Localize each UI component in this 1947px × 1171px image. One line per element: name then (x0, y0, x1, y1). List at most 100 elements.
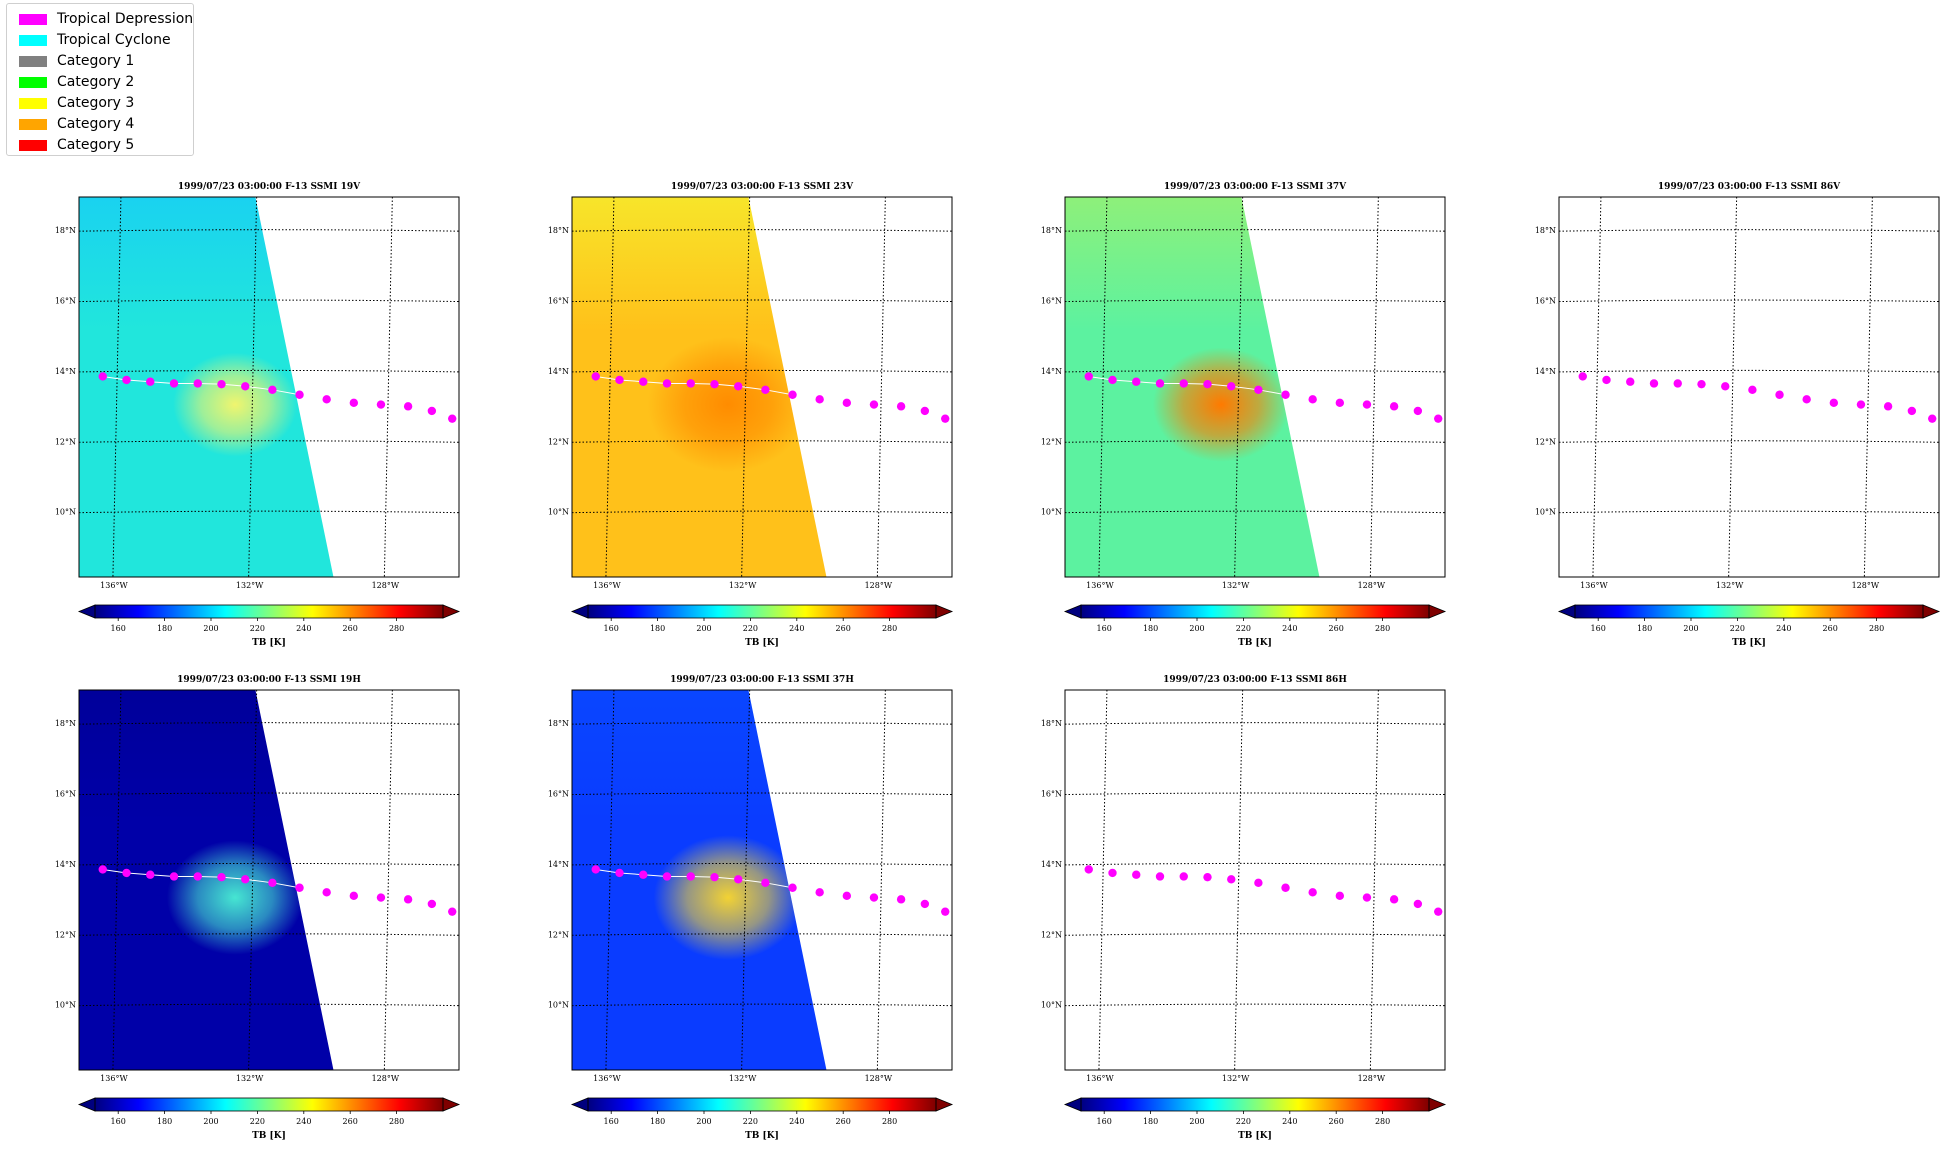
colorbar-max-arrow (1922, 604, 1941, 619)
track-point (295, 390, 304, 399)
longitude-tick-label: 132°W (729, 1074, 757, 1083)
legend-swatch (19, 14, 47, 25)
latitude-line (572, 510, 952, 514)
colorbar-min-arrow (77, 604, 96, 619)
track-point (427, 899, 437, 909)
longitude-tick-label: 128°W (865, 1074, 893, 1083)
latitude-tick-label: 18°N (1041, 226, 1062, 235)
track-point (146, 870, 155, 879)
track-point (920, 406, 930, 416)
colorbar-min-arrow (77, 1097, 96, 1112)
track-point (1649, 379, 1659, 388)
storm-category-legend: Tropical Depression Tropical Cyclone Categ… (6, 3, 194, 156)
latitude-line (572, 722, 952, 725)
track-point (122, 375, 131, 385)
track-point (169, 872, 179, 881)
track-point (941, 414, 950, 423)
longitude-tick-label: 128°W (372, 581, 400, 590)
track-point (193, 379, 202, 388)
colorbar-max-arrow (442, 604, 461, 619)
latitude-tick-label: 14°N (548, 367, 569, 376)
latitude-line (1559, 510, 1939, 514)
colorbar-tick-label: 240 (1282, 1117, 1297, 1126)
track-point (761, 385, 770, 395)
brightness-temperature-field (79, 690, 334, 1070)
colorbar-tick-label: 220 (1236, 1117, 1251, 1126)
track-point (98, 865, 107, 874)
colorbar-label: TB [K] (1238, 638, 1272, 648)
latitude-tick-label: 10°N (548, 508, 569, 517)
colorbar-tick-label: 160 (1097, 624, 1112, 633)
colorbar-tick-label: 180 (650, 1117, 665, 1126)
cyclone-core (1152, 347, 1290, 462)
colorbar-tick-label: 240 (296, 1117, 311, 1126)
map-frame (1558, 196, 1940, 578)
latitude-tick-label: 16°N (55, 297, 76, 306)
legend-item: Category 4 (13, 115, 193, 135)
track-point (1179, 379, 1188, 388)
track-point (268, 385, 277, 395)
track-point (1775, 390, 1784, 399)
track-point (169, 379, 179, 388)
colorbar-tick-label: 220 (1730, 624, 1745, 633)
panel-title: 1999/07/23 03:00:00 F-13 SSMI 86V (1658, 182, 1841, 192)
graticule (1065, 690, 1445, 1070)
latitude-line (1559, 299, 1939, 303)
panel-title: 1999/07/23 03:00:00 F-13 SSMI 37V (1164, 182, 1347, 192)
track-point (349, 891, 359, 901)
satellite-panel: 1999/07/23 03:00:00 F-13 SSMI 37V 10°N 12°… (1041, 182, 1447, 648)
track-point (1434, 907, 1443, 916)
colorbar: 160 180 200 220 240 260 280 TB [K] (570, 1097, 954, 1141)
latitude-line (572, 933, 952, 936)
map-frame (571, 689, 953, 1071)
colorbar-tick-label: 200 (696, 1117, 711, 1126)
colorbar-tick-label: 180 (1637, 624, 1652, 633)
track-point (448, 414, 457, 423)
colorbar-label: TB [K] (252, 1131, 286, 1141)
panel-title: 1999/07/23 03:00:00 F-13 SSMI 19H (177, 675, 361, 685)
track-point (427, 406, 437, 416)
track-point (1602, 375, 1611, 385)
latitude-line (1065, 1003, 1445, 1007)
colorbar-tick-label: 200 (203, 624, 218, 633)
colorbar: 160 180 200 220 240 260 280 TB [K] (1557, 604, 1941, 648)
latitude-line (572, 792, 952, 796)
track-point (376, 893, 386, 902)
track-point (1203, 379, 1212, 389)
legend-label: Tropical Depression (57, 11, 194, 27)
track-point (710, 872, 719, 882)
track-point (639, 870, 648, 879)
map-frame (1064, 196, 1446, 578)
colorbar-tick-label: 160 (111, 624, 126, 633)
map-area (79, 197, 459, 577)
track-point (217, 872, 226, 882)
colorbar-max-arrow (935, 604, 954, 619)
colorbar-tick-label: 160 (604, 1117, 619, 1126)
colorbar-tick-label: 220 (743, 624, 758, 633)
latitude-tick-label: 12°N (548, 930, 569, 939)
latitude-line (1065, 510, 1445, 514)
track-point (1389, 895, 1399, 904)
colorbar-tick-label: 260 (836, 1117, 851, 1126)
colorbar-label: TB [K] (1732, 638, 1766, 648)
longitude-tick-label: 132°W (1716, 581, 1744, 590)
track-point (896, 402, 906, 411)
longitude-line (1098, 690, 1108, 1070)
latitude-tick-label: 18°N (55, 226, 76, 235)
satellite-panel: 1999/07/23 03:00:00 F-13 SSMI 86V 10°N 12°… (1535, 182, 1941, 648)
map-frame (78, 689, 460, 1071)
track-point (1721, 382, 1730, 391)
latitude-line (1065, 229, 1445, 232)
track-point (1108, 868, 1117, 878)
latitude-tick-label: 12°N (55, 930, 76, 939)
colorbar-tick-label: 260 (1823, 624, 1838, 633)
longitude-tick-label: 136°W (1086, 1074, 1114, 1083)
track-point (815, 888, 824, 897)
track-point (1362, 893, 1372, 902)
latitude-line (79, 792, 459, 796)
longitude-line (1234, 690, 1244, 1070)
track-point (1308, 395, 1317, 404)
longitude-tick-label: 136°W (100, 581, 128, 590)
legend-swatch (19, 35, 47, 46)
track-point (842, 891, 852, 901)
